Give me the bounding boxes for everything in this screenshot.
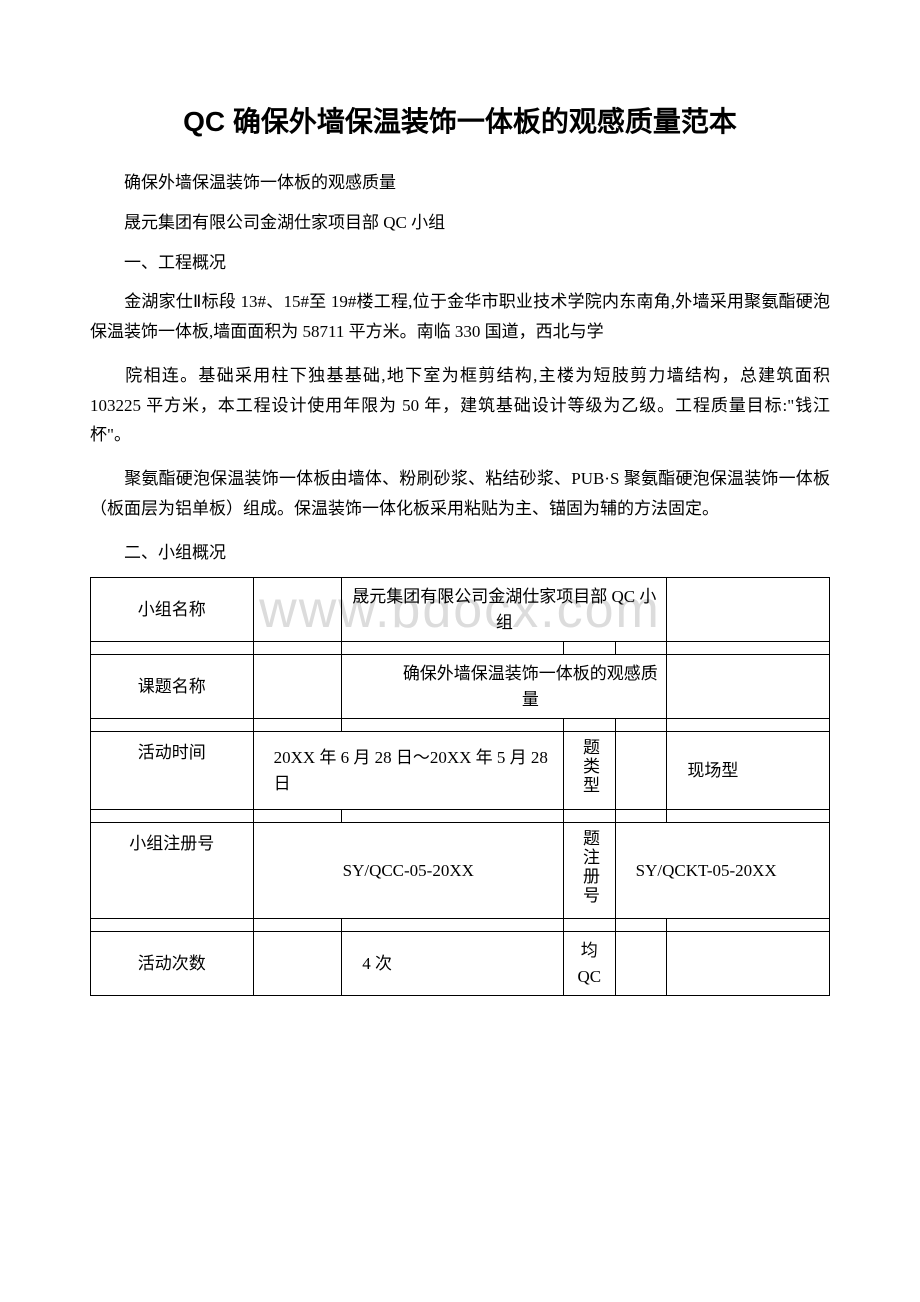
cell-activity-time-value: 20XX 年 6 月 28 日～20XX 年 5 月 28 日	[253, 732, 563, 810]
table-row: 课题名称 确保外墙保温装饰一体板的观感质量	[91, 655, 830, 719]
table-row-spacer	[91, 919, 830, 932]
cell-topic-type-label: 题类型	[563, 732, 615, 810]
cell-empty	[667, 655, 830, 719]
group-info-table: 小组名称 晟元集团有限公司金湖仕家项目部 QC 小组 课题名称 确保外墙保温装饰…	[90, 577, 830, 996]
cell-topic-reg-label: 题注册号	[563, 822, 615, 919]
section-heading-1: 一、工程概况	[90, 248, 830, 278]
table-row: 小组名称 晟元集团有限公司金湖仕家项目部 QC 小组	[91, 578, 830, 642]
cell-empty	[615, 932, 667, 996]
cell-topic-reg-value: SY/QCKT-05-20XX	[615, 822, 829, 919]
cell-topic-name-label: 课题名称	[91, 655, 254, 719]
paragraph-overview-3-text: 聚氨酯硬泡保温装饰一体板由墙体、粉刷砂浆、粘结砂浆、PUB·S 聚氨酯硬泡保温装…	[90, 469, 830, 518]
cell-empty	[667, 932, 830, 996]
cell-group-name-value: 晟元集团有限公司金湖仕家项目部 QC 小组	[342, 578, 667, 642]
paragraph-overview-2-text: 院相连。基础采用柱下独基基础,地下室为框剪结构,主楼为短肢剪力墙结构，总建筑面积…	[90, 366, 830, 445]
table-row-spacer	[91, 809, 830, 822]
cell-activity-count-value: 4 次	[342, 932, 564, 996]
paragraph-overview-2: 院相连。基础采用柱下独基基础,地下室为框剪结构,主楼为短肢剪力墙结构，总建筑面积…	[90, 361, 830, 450]
cell-empty	[253, 578, 342, 642]
document-title: QC 确保外墙保温装饰一体板的观感质量范本	[90, 100, 830, 140]
section-heading-2: 二、小组概况	[90, 538, 830, 568]
paragraph-overview-1-text: 金湖家仕Ⅱ标段 13#、15#至 19#楼工程,位于金华市职业技术学院内东南角,…	[90, 292, 830, 341]
paragraph-overview-3: 聚氨酯硬泡保温装饰一体板由墙体、粉刷砂浆、粘结砂浆、PUB·S 聚氨酯硬泡保温装…	[90, 464, 830, 524]
cell-avg-qc-label: 均QC	[563, 932, 615, 996]
cell-activity-time-label: 活动时间	[91, 732, 254, 810]
cell-empty	[253, 655, 342, 719]
cell-group-reg-label: 小组注册号	[91, 822, 254, 919]
paragraph-subtitle: 确保外墙保温装饰一体板的观感质量	[90, 168, 830, 198]
cell-activity-count-label: 活动次数	[91, 932, 254, 996]
table-row-spacer	[91, 642, 830, 655]
paragraph-overview-1: 金湖家仕Ⅱ标段 13#、15#至 19#楼工程,位于金华市职业技术学院内东南角,…	[90, 287, 830, 347]
cell-empty	[615, 732, 667, 810]
cell-topic-type-value: 现场型	[667, 732, 830, 810]
table-row-spacer	[91, 719, 830, 732]
cell-group-reg-value: SY/QCC-05-20XX	[253, 822, 563, 919]
cell-group-name-label: 小组名称	[91, 578, 254, 642]
paragraph-org: 晟元集团有限公司金湖仕家项目部 QC 小组	[90, 208, 830, 238]
cell-topic-name-value: 确保外墙保温装饰一体板的观感质量	[342, 655, 667, 719]
table-row: 活动次数 4 次 均QC	[91, 932, 830, 996]
cell-empty	[667, 578, 830, 642]
cell-empty	[253, 932, 342, 996]
